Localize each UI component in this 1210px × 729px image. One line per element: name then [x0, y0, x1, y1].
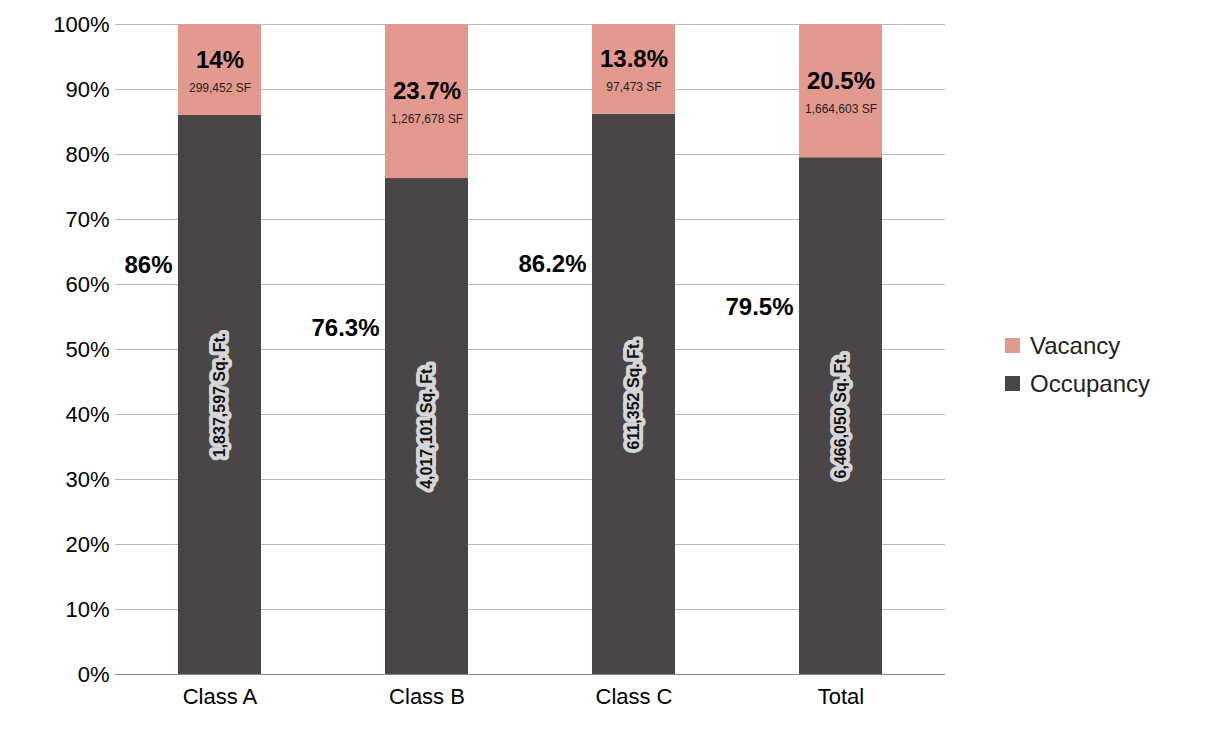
svg-text:1,837,597 Sq. Ft.: 1,837,597 Sq. Ft.: [211, 333, 228, 458]
svg-text:Class B: Class B: [389, 684, 465, 709]
svg-text:90%: 90%: [65, 77, 109, 102]
svg-text:13.8%: 13.8%: [600, 45, 668, 72]
svg-text:14%: 14%: [196, 46, 244, 73]
svg-text:70%: 70%: [65, 207, 109, 232]
svg-text:80%: 80%: [65, 142, 109, 167]
svg-text:1,267,678 SF: 1,267,678 SF: [391, 112, 463, 126]
svg-text:Class A: Class A: [183, 684, 258, 709]
svg-text:40%: 40%: [65, 402, 109, 427]
svg-text:10%: 10%: [65, 597, 109, 622]
svg-text:76.3%: 76.3%: [311, 314, 379, 341]
svg-text:60%: 60%: [65, 272, 109, 297]
html-text:Occupancy: Occupancy: [1030, 369, 1151, 397]
svg-text:Class C: Class C: [595, 684, 672, 709]
svg-text:97,473 SF: 97,473 SF: [606, 80, 661, 94]
svg-text:6,466,050 Sq. Ft.: 6,466,050 Sq. Ft.: [832, 354, 849, 479]
svg-text:30%: 30%: [65, 467, 109, 492]
svg-text:Total: Total: [818, 684, 864, 709]
svg-text:4,017,101 Sq. Ft.: 4,017,101 Sq. Ft.: [418, 364, 435, 489]
svg-text:299,452 SF: 299,452 SF: [189, 81, 251, 95]
svg-text:86%: 86%: [124, 251, 172, 278]
svg-text:1,664,603 SF: 1,664,603 SF: [805, 102, 877, 116]
svg-text:20.5%: 20.5%: [807, 67, 875, 94]
svg-text:0%: 0%: [78, 662, 110, 687]
svg-text:79.5%: 79.5%: [725, 293, 793, 320]
svg-text:23.7%: 23.7%: [393, 77, 461, 104]
svg-text:100%: 100%: [53, 12, 109, 37]
svg-text:86.2%: 86.2%: [518, 250, 586, 277]
svg-text:611,352 Sq. Ft.: 611,352 Sq. Ft.: [625, 339, 642, 449]
svg-text:50%: 50%: [65, 337, 109, 362]
svg-text:20%: 20%: [65, 532, 109, 557]
html-text:Vacancy: Vacancy: [1030, 331, 1121, 359]
